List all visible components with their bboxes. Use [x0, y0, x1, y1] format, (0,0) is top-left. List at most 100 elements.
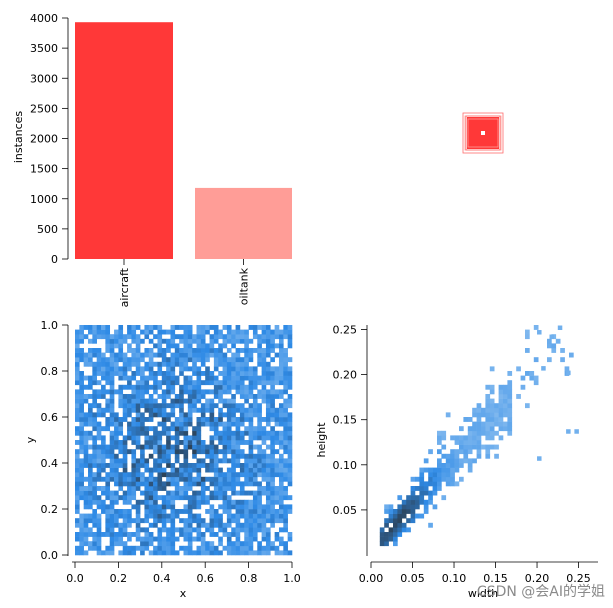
xy-cell: [257, 472, 262, 478]
xy-cell: [278, 481, 284, 487]
xy-cell: [161, 348, 167, 353]
xy-cell: [183, 417, 189, 422]
xy-cell: [96, 486, 102, 491]
xy-cell: [226, 412, 232, 418]
xy-cell: [231, 449, 236, 455]
xy-cell: [131, 453, 137, 459]
wh-y-tick-label: 0.05: [333, 504, 358, 517]
wh-y-label: height: [315, 422, 328, 458]
xy-cell: [239, 449, 245, 455]
wh-cell: [498, 407, 504, 413]
xy-cell: [161, 536, 167, 542]
xy-cell: [274, 509, 280, 514]
xy-cell: [179, 532, 184, 537]
xy-cell: [161, 499, 167, 505]
xy-cell: [79, 532, 84, 537]
xy-cell: [131, 435, 137, 441]
xy-cell: [265, 343, 271, 349]
wh-cell: [476, 426, 482, 432]
xy-cell: [283, 458, 288, 464]
xy-cell: [148, 541, 154, 547]
xy-cell: [144, 375, 150, 381]
xy-cell: [174, 550, 180, 556]
xy-cell: [187, 499, 193, 505]
xy-cell: [187, 435, 193, 441]
xy-cell: [83, 449, 89, 455]
xy-cell: [153, 513, 158, 519]
xy-cell: [96, 366, 102, 372]
xy-cell: [144, 366, 150, 372]
xy-cell: [131, 398, 137, 404]
wh-cell: [503, 398, 508, 404]
xy-cell: [205, 463, 210, 468]
xy-cell: [174, 481, 180, 487]
wh-cell: [481, 430, 486, 436]
wh-x-ticks: 0.00 0.05 0.10 0.15 0.20 0.25: [359, 562, 591, 585]
xy-cell: [135, 481, 141, 487]
xy-cell: [183, 495, 189, 501]
xy-cell: [196, 366, 202, 372]
xy-cell: [274, 435, 280, 441]
xy-cell: [196, 426, 202, 432]
wh-cell: [489, 426, 495, 432]
xy-cell: [187, 504, 193, 510]
xy-cell: [226, 458, 232, 464]
xy-cell: [174, 527, 180, 533]
xy-cell: [83, 435, 89, 441]
box-outline: [462, 112, 504, 154]
xy-cell: [244, 366, 249, 372]
xy-cell: [209, 504, 215, 510]
xy-cell: [209, 398, 215, 404]
xy-cell: [226, 421, 232, 427]
xy-cell: [88, 486, 93, 491]
xy-cell: [235, 371, 241, 376]
xy-cell: [244, 509, 249, 514]
wh-cell: [476, 430, 482, 436]
xy-cell: [140, 417, 145, 422]
xy-cell: [88, 394, 93, 399]
xy-cell: [75, 398, 80, 404]
xy-cell: [109, 472, 115, 478]
xy-cell: [187, 440, 193, 445]
wh-cell: [423, 458, 429, 464]
wh-cell: [445, 476, 451, 482]
xy-cell: [222, 371, 228, 376]
wh-cell: [498, 403, 504, 409]
xy-cell: [235, 366, 241, 372]
xy-cell: [274, 490, 280, 496]
xy-cell: [213, 467, 219, 473]
xy-cell: [161, 467, 167, 473]
xy-cell: [205, 375, 210, 381]
xy-cell: [118, 329, 124, 335]
xy-cell: [105, 426, 111, 432]
xy-cell: [148, 371, 154, 376]
xy-cell: [88, 532, 93, 537]
xy-cell: [235, 476, 241, 482]
xy-cell: [239, 435, 245, 441]
xy-cell: [109, 334, 115, 340]
xy-cell: [231, 545, 236, 551]
xy-cell: [157, 458, 163, 464]
xy-cell: [244, 458, 249, 464]
xy-cell: [287, 371, 293, 376]
xy-cell: [226, 403, 232, 409]
xy-cell: [187, 407, 193, 413]
xy-cell: [96, 407, 102, 413]
bar-y-tick-label: 1500: [30, 163, 58, 176]
xy-cell: [140, 403, 145, 409]
xy-cell: [96, 472, 102, 478]
xy-cell: [75, 394, 80, 399]
xy-cell: [157, 545, 163, 551]
xy-cell: [213, 329, 219, 335]
xy-cell: [196, 384, 202, 390]
xy-cell: [92, 389, 97, 395]
xy-cell: [157, 467, 163, 473]
xy-cell: [200, 458, 206, 464]
xy-cell: [226, 348, 232, 353]
xy-cell: [265, 394, 271, 399]
xy-cell: [183, 426, 189, 432]
xy-cell: [148, 513, 154, 519]
xy-cell: [205, 398, 210, 404]
xy-cell: [183, 545, 189, 551]
xy-cell: [109, 343, 115, 349]
